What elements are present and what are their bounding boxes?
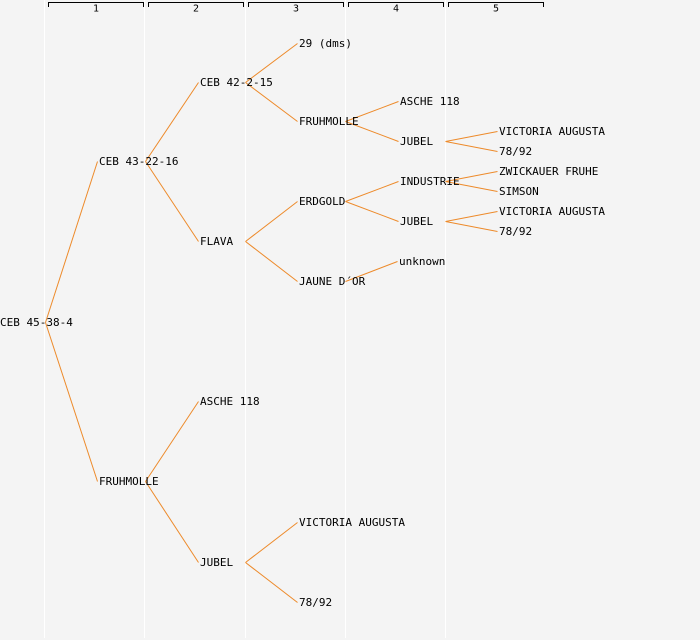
- pedigree-edge: [445, 181, 498, 192]
- pedigree-node-label: CEB 45-38-4: [0, 316, 73, 329]
- pedigree-edge: [445, 131, 498, 142]
- pedigree-edge: [245, 43, 298, 83]
- pedigree-edge: [145, 82, 199, 162]
- pedigree-edge: [245, 82, 298, 122]
- generation-number: 1: [93, 4, 99, 15]
- pedigree-node-label: 29 (dms): [299, 37, 352, 50]
- pedigree-edge: [345, 201, 399, 222]
- pedigree-node-label: FRUHMOLLE: [99, 475, 159, 488]
- generation-bracket: [348, 2, 444, 7]
- pedigree-edge: [145, 401, 199, 482]
- pedigree-node-label: ASCHE 118: [400, 95, 460, 108]
- pedigree-node-label: JUBEL: [400, 215, 433, 228]
- pedigree-node-label: FLAVA: [200, 235, 233, 248]
- pedigree-node-label: JUBEL: [400, 135, 433, 148]
- pedigree-node-label: CEB 42-2-15: [200, 76, 273, 89]
- pedigree-edge: [145, 161, 199, 242]
- generation-number: 3: [293, 4, 299, 15]
- pedigree-edge: [245, 201, 298, 242]
- pedigree-edge: [245, 562, 298, 603]
- generation-number: 4: [393, 4, 399, 15]
- pedigree-node-label: CEB 43-22-16: [99, 155, 178, 168]
- generation-bracket: [248, 2, 344, 7]
- pedigree-edge: [445, 221, 498, 232]
- pedigree-edge: [45, 322, 98, 482]
- pedigree-edge: [445, 141, 498, 152]
- pedigree-node-label: VICTORIA AUGUSTA: [499, 205, 605, 218]
- generation-bracket: [48, 2, 144, 7]
- pedigree-node-label: ERDGOLD: [299, 195, 345, 208]
- pedigree-edge: [445, 171, 498, 182]
- pedigree-node-label: 78/92: [499, 225, 532, 238]
- generation-bracket: [148, 2, 244, 7]
- pedigree-node-label: INDUSTRIE: [400, 175, 460, 188]
- pedigree-edge: [245, 241, 298, 282]
- pedigree-edge: [345, 181, 399, 202]
- pedigree-edge: [45, 161, 98, 323]
- pedigree-node-label: ASCHE 118: [200, 395, 260, 408]
- pedigree-edge: [345, 261, 398, 282]
- pedigree-edge: [245, 522, 298, 563]
- pedigree-node-label: VICTORIA AUGUSTA: [299, 516, 405, 529]
- pedigree-node-label: SIMSON: [499, 185, 539, 198]
- pedigree-node-label: ZWICKAUER FRUHE: [499, 165, 598, 178]
- pedigree-node-label: 78/92: [299, 596, 332, 609]
- pedigree-edge: [445, 211, 498, 222]
- pedigree-node-label: unknown: [399, 255, 445, 268]
- pedigree-edge: [345, 121, 399, 142]
- pedigree-node-label: JUBEL: [200, 556, 233, 569]
- generation-bracket: [448, 2, 544, 7]
- pedigree-edge: [145, 481, 199, 563]
- pedigree-node-label: 78/92: [499, 145, 532, 158]
- pedigree-node-label: FRUHMOLLE: [299, 115, 359, 128]
- generation-number: 5: [493, 4, 499, 15]
- pedigree-node-label: VICTORIA AUGUSTA: [499, 125, 605, 138]
- pedigree-edge: [345, 101, 399, 122]
- pedigree-node-label: JAUNE D´OR: [299, 275, 366, 288]
- generation-number: 2: [193, 4, 199, 15]
